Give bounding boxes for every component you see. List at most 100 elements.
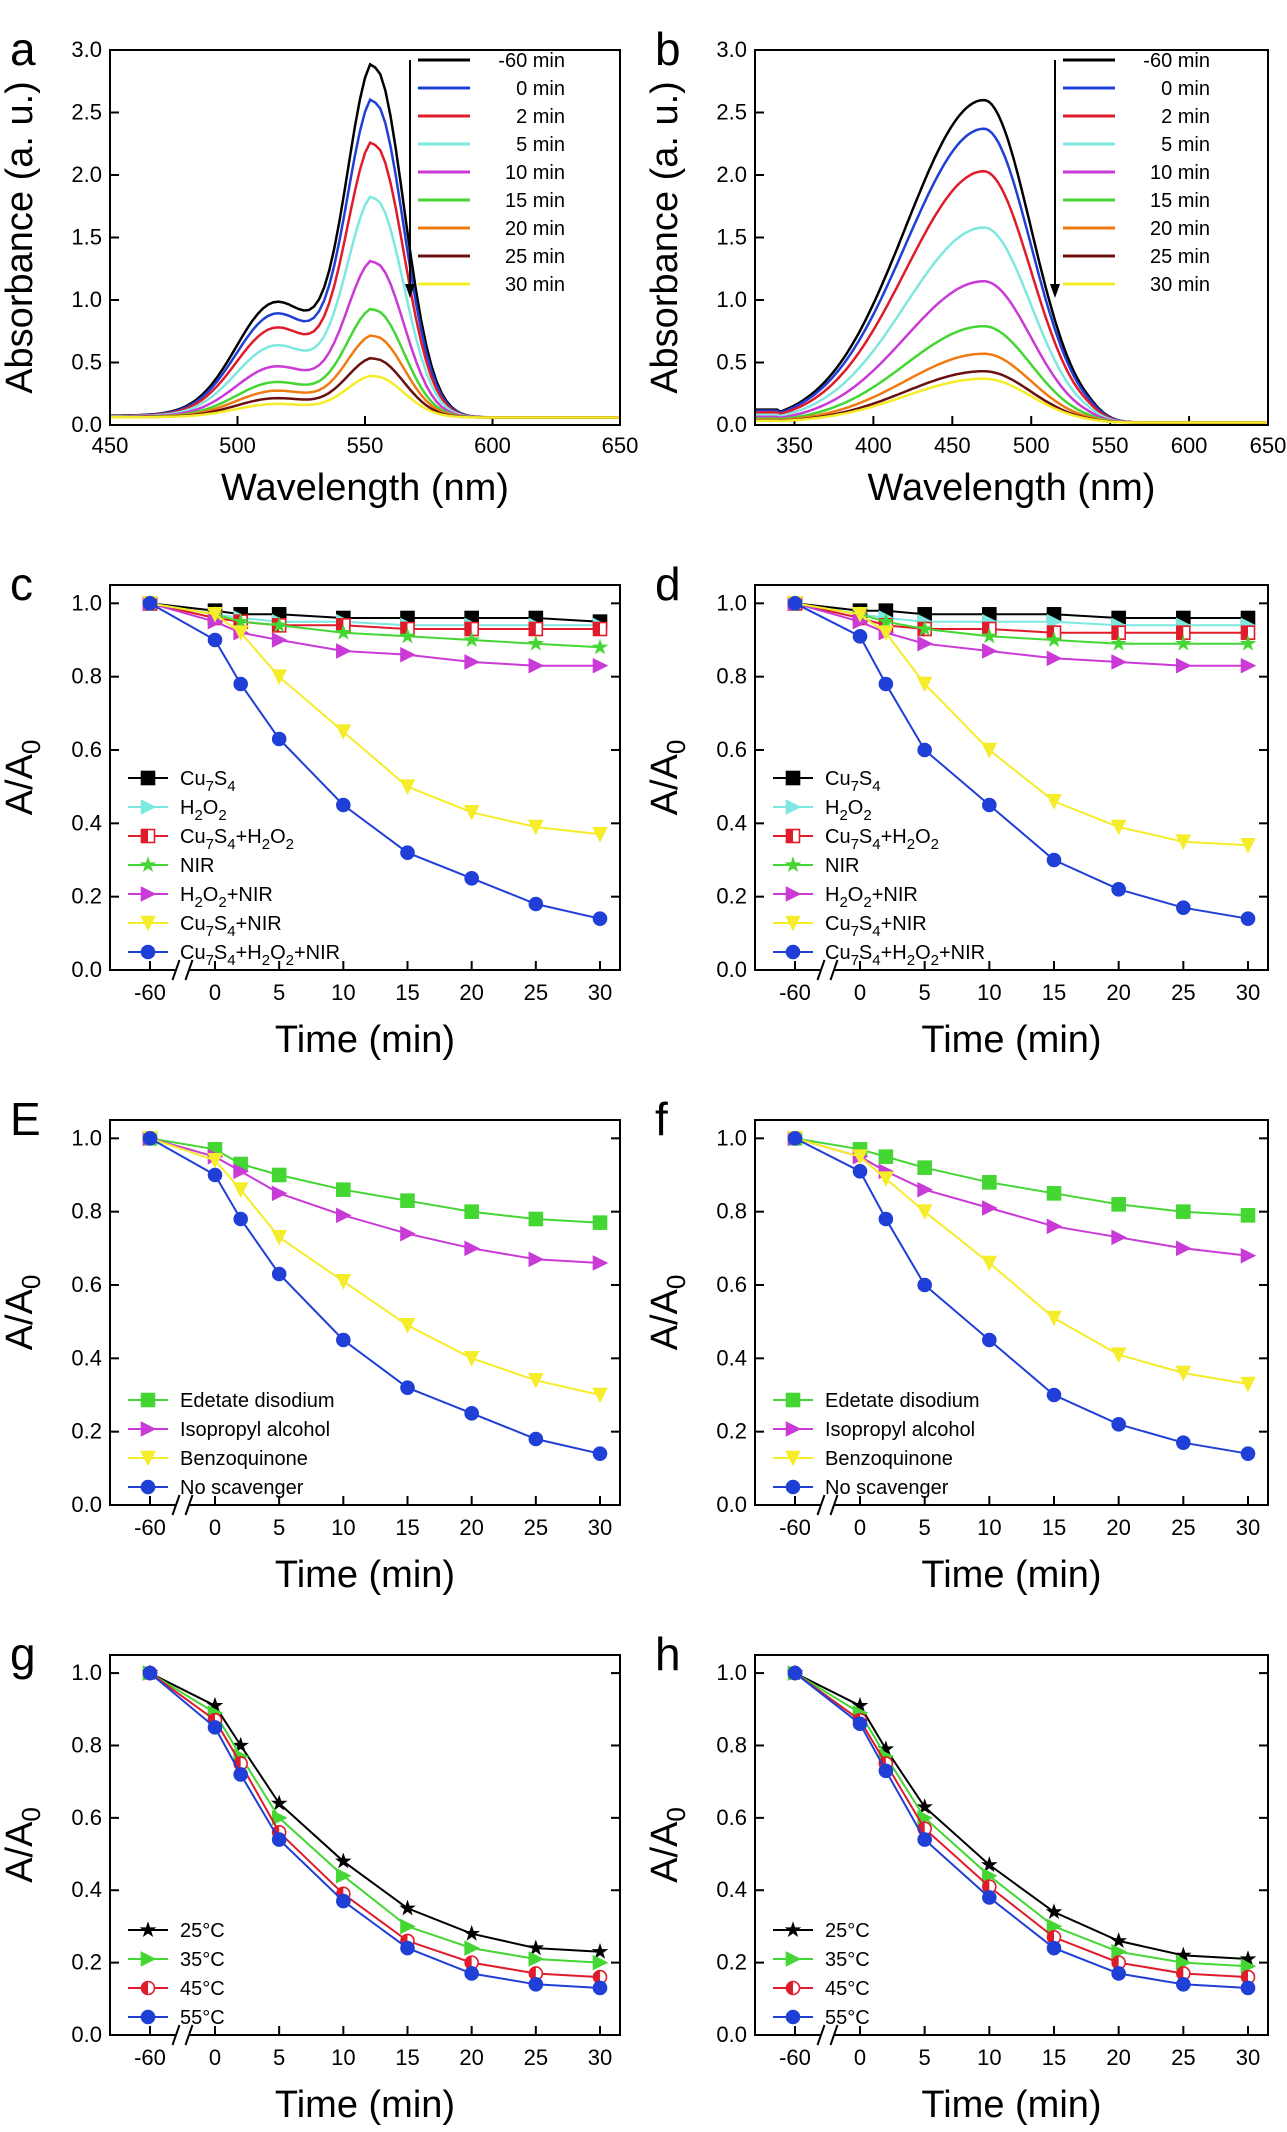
legend-marker (784, 1921, 802, 1938)
data-point (592, 657, 609, 674)
data-point (1175, 1365, 1192, 1382)
y-tick-label: 1.5 (71, 225, 102, 250)
legend-marker (784, 856, 802, 873)
data-point (207, 1720, 223, 1735)
x-axis-title: Time (min) (921, 2084, 1101, 2126)
data-point (335, 1274, 352, 1290)
data-point (464, 1955, 479, 1970)
series-6 (787, 596, 1256, 926)
plot-frame (109, 1119, 621, 1506)
x-tick-label: 5 (273, 2045, 285, 2070)
y-axis-title: A/A0 (644, 1275, 691, 1351)
y-tick-label: 0.5 (71, 350, 102, 375)
y-tick-label: 0.8 (716, 1199, 747, 1224)
y-axis-title: Absorbance (a. u.) (644, 81, 686, 394)
data-point (528, 1373, 544, 1389)
data-point (917, 1160, 932, 1175)
y-tick-label: 1.0 (716, 590, 747, 615)
x-tick-label: 15 (395, 980, 419, 1005)
x-tick-label: 600 (1171, 433, 1208, 458)
data-point (982, 797, 997, 813)
data-point (1176, 1977, 1191, 1992)
series-line (149, 602, 601, 920)
plot-frame (109, 584, 621, 971)
legend-label: Cu7S4 (825, 768, 881, 795)
x-tick-label: -60 (779, 980, 811, 1005)
plot-frame (109, 1654, 621, 2036)
series-3 (787, 1665, 1256, 1996)
data-point (1176, 1954, 1192, 1971)
y-tick-label: 0.8 (71, 1732, 102, 1757)
panel-g: g 0.0 0.2 0.4 0.6 0.8 1.0 -60 0 5 10 15 20 25 30 25°C 35… (0, 1628, 621, 2126)
data-point (1239, 634, 1257, 651)
data-point (336, 797, 351, 813)
legend-marker (785, 828, 801, 844)
data-point (1111, 654, 1127, 670)
legend-marker (140, 2009, 156, 2025)
data-point (271, 1185, 288, 1202)
y-tick-label: 1.0 (71, 287, 102, 312)
plot-frame (754, 1654, 1269, 2036)
legend-label: 5 min (1161, 134, 1210, 156)
y-tick-label: 0.0 (716, 2022, 747, 2047)
data-point (982, 1200, 998, 1216)
data-point (1111, 1229, 1127, 1246)
plot-frame (109, 49, 621, 426)
x-tick-label: 30 (588, 2045, 612, 2070)
data-point (1046, 613, 1063, 630)
x-tick-label: 0 (209, 2045, 221, 2070)
series-3 (787, 1131, 1256, 1461)
axis-break (171, 959, 194, 981)
panel-letter: b (655, 23, 681, 75)
data-point (917, 1832, 932, 1847)
legend-marker (785, 1421, 802, 1437)
series-curve-5 (110, 307, 620, 419)
data-point (1046, 794, 1062, 810)
legend-label: 20 min (1150, 218, 1210, 240)
x-tick-label: 500 (219, 433, 256, 458)
data-point (917, 1181, 933, 1198)
legend-label: 0 min (1161, 78, 1210, 100)
data-point (336, 643, 352, 659)
data-point (400, 1940, 415, 1956)
data-point (851, 1696, 869, 1713)
legend-marker (785, 1450, 801, 1467)
legend-marker (140, 915, 156, 932)
y-tick-label: 0.6 (716, 1272, 747, 1297)
legend-marker (140, 1421, 157, 1437)
data-point (1240, 1208, 1256, 1223)
data-point (528, 657, 545, 674)
y-axis-title: A/A0 (0, 740, 46, 816)
legend-label: 55°C (825, 2007, 870, 2029)
x-tick-label: 15 (1042, 1515, 1066, 1540)
data-point (1110, 634, 1127, 651)
series-0 (786, 1664, 1257, 1967)
data-point (1111, 1966, 1126, 1981)
data-point (528, 1966, 544, 1981)
legend-label: 20 min (505, 218, 565, 240)
data-point (528, 1211, 544, 1227)
legend-label: Cu7S4+NIR (180, 913, 282, 940)
y-tick-label: 0.6 (71, 1272, 102, 1297)
x-tick-label: 600 (474, 433, 511, 458)
data-point (592, 1215, 608, 1230)
data-point (1045, 1903, 1063, 1920)
data-point (233, 1211, 248, 1227)
data-point (592, 1954, 609, 1971)
data-point (464, 1966, 479, 1981)
data-point (528, 1951, 545, 1967)
data-point (981, 1856, 998, 1873)
x-tick-label: -60 (779, 1515, 811, 1540)
legend-label: Cu7S4+H2O2+NIR (825, 942, 985, 969)
series-6 (142, 596, 608, 926)
y-tick-label: 0.0 (71, 1492, 102, 1517)
legend-marker (785, 770, 801, 786)
panel-letter: f (655, 1093, 668, 1145)
y-axis-title: A/A0 (0, 1807, 46, 1883)
legend-label: Edetate disodium (180, 1390, 335, 1412)
x-tick-label: 5 (919, 1515, 931, 1540)
data-point (982, 643, 998, 659)
y-axis-title: A/A0 (644, 1807, 691, 1883)
data-point (1176, 1240, 1192, 1257)
legend-label: 45°C (180, 1978, 225, 2000)
